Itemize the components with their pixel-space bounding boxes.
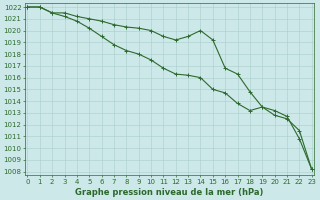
X-axis label: Graphe pression niveau de la mer (hPa): Graphe pression niveau de la mer (hPa) — [76, 188, 264, 197]
